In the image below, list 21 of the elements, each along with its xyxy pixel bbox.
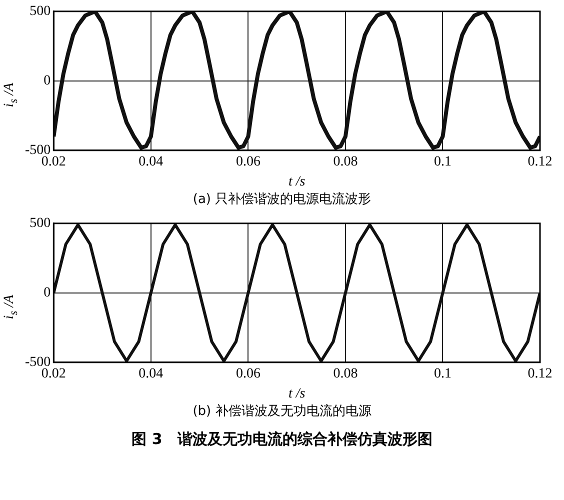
y-tick-label: 0 [44, 74, 51, 89]
x-tick-label: 0.02 [41, 366, 66, 382]
y-tick-label: 500 [30, 4, 51, 20]
x-axis-title: t /s [288, 174, 306, 190]
x-tick-label: 0.08 [333, 366, 358, 382]
x-tick-label: 0.06 [236, 154, 260, 170]
y-tick-label: 0 [44, 286, 51, 301]
x-tick-label: 0.04 [138, 366, 164, 382]
x-tick-label: 0.04 [138, 154, 164, 170]
x-axis-title: t /s [288, 386, 306, 402]
x-tick-label: 0.02 [41, 154, 66, 170]
x-tick-label: 0.06 [236, 366, 260, 382]
x-tick-label: 0.1 [434, 366, 452, 382]
x-tick-label: 0.08 [333, 154, 358, 170]
caption: 图 3 谐波及无功电流的综合补偿仿真波形图 [130, 430, 434, 449]
text: (a) 只补偿谐波的电源电流波形 [192, 191, 372, 208]
x-tick-label: 0.12 [528, 154, 552, 170]
x-tick-label: 0.1 [434, 154, 452, 170]
y-tick-label: 500 [30, 216, 51, 232]
text: (b) 补偿谐波及无功电流的电源 [192, 403, 372, 420]
x-tick-label: 0.12 [528, 366, 552, 382]
